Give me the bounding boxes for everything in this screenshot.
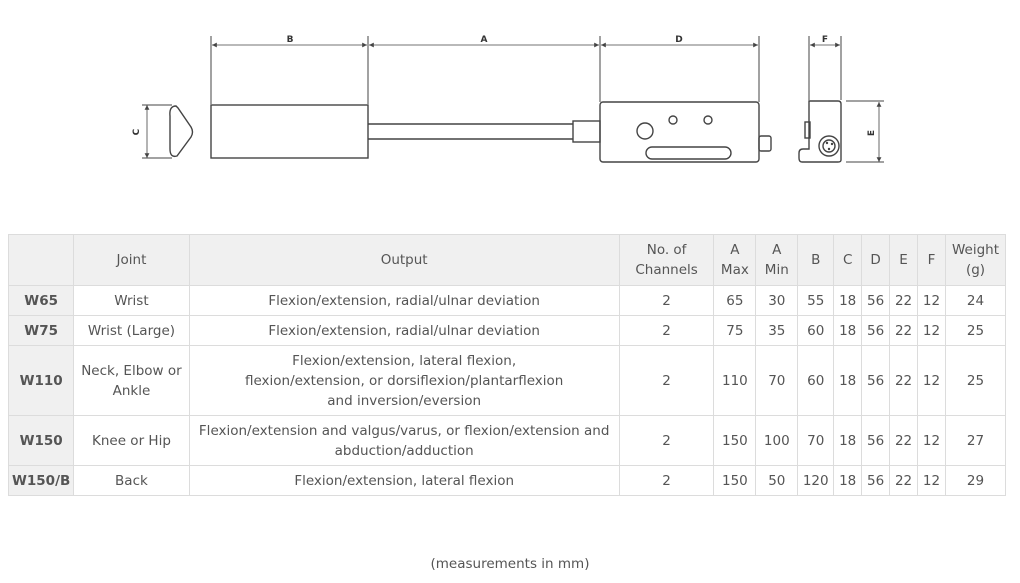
table-row: W75 Wrist (Large) Flexion/extension, rad…	[7, 315, 1006, 346]
a-min-cell: 30	[755, 285, 799, 316]
b-cell: 60	[797, 345, 835, 416]
output-cell: Flexion/extension and valgus/varus, or f…	[188, 415, 620, 466]
e-cell: 22	[889, 345, 919, 416]
e-cell: 22	[889, 315, 919, 346]
d-cell: 56	[861, 415, 891, 466]
header-d: D	[861, 234, 891, 286]
output-cell: Flexion/extension, radial/ulnar deviatio…	[188, 315, 620, 346]
a-max-cell: 150	[713, 465, 757, 496]
channels-cell: 2	[618, 315, 715, 346]
d-cell: 56	[861, 345, 891, 416]
dim-e-label: E	[867, 130, 877, 136]
c-cell: 18	[833, 315, 863, 346]
header-a-max: A Max	[713, 234, 757, 286]
header-c: C	[833, 234, 863, 286]
dim-d-label: D	[675, 35, 682, 45]
specification-table: Joint Output No. of Channels A Max A Min…	[7, 234, 1006, 496]
header-model	[7, 234, 75, 286]
table-row: W65 Wrist Flexion/extension, radial/ulna…	[7, 285, 1006, 316]
table-row: W150/B Back Flexion/extension, lateral f…	[7, 465, 1006, 496]
a-min-cell: 50	[755, 465, 799, 496]
cable-collar	[572, 120, 601, 143]
e-cell: 22	[889, 465, 919, 496]
table-row: W110 Neck, Elbow or Ankle Flexion/extens…	[7, 345, 1006, 416]
header-weight: Weight (g)	[945, 234, 1006, 286]
a-max-cell: 65	[713, 285, 757, 316]
header-b: B	[797, 234, 835, 286]
e-cell: 22	[889, 415, 919, 466]
joint-cell: Back	[73, 465, 190, 496]
f-cell: 12	[917, 285, 946, 316]
weight-cell: 29	[945, 465, 1006, 496]
c-cell: 18	[833, 415, 863, 466]
model-cell: W110	[7, 345, 75, 416]
b-cell: 55	[797, 285, 835, 316]
b-cell: 120	[797, 465, 835, 496]
f-cell: 12	[917, 345, 946, 416]
joint-cell: Knee or Hip	[73, 415, 190, 466]
main-body	[599, 101, 760, 163]
sensor-dimension-diagram: B A D F C E	[132, 35, 884, 163]
channels-cell: 2	[618, 415, 715, 466]
d-cell: 56	[861, 285, 891, 316]
header-e: E	[889, 234, 919, 286]
header-joint: Joint	[73, 234, 190, 286]
d-cell: 56	[861, 315, 891, 346]
output-cell: Flexion/extension, lateral flexion	[188, 465, 620, 496]
channels-cell: 2	[618, 285, 715, 316]
joint-cell: Wrist	[73, 285, 190, 316]
a-min-cell: 70	[755, 345, 799, 416]
header-output: Output	[188, 234, 620, 286]
weight-cell: 24	[945, 285, 1006, 316]
dim-f-label: F	[822, 35, 828, 45]
weight-cell: 25	[945, 315, 1006, 346]
f-cell: 12	[917, 465, 946, 496]
output-cell: Flexion/extension, lateral flexion, flex…	[188, 345, 620, 416]
f-cell: 12	[917, 415, 946, 466]
b-cell: 70	[797, 415, 835, 466]
weight-cell: 25	[945, 345, 1006, 416]
table-row: W150 Knee or Hip Flexion/extension and v…	[7, 415, 1006, 466]
model-cell: W75	[7, 315, 75, 346]
dim-b-label: B	[287, 35, 294, 45]
model-cell: W150	[7, 415, 75, 466]
channels-cell: 2	[618, 345, 715, 416]
a-min-cell: 35	[755, 315, 799, 346]
a-min-cell: 100	[755, 415, 799, 466]
c-cell: 18	[833, 285, 863, 316]
model-cell: W150/B	[7, 465, 75, 496]
dim-a-label: A	[481, 35, 488, 45]
a-max-cell: 150	[713, 415, 757, 466]
output-cell: Flexion/extension, radial/ulnar deviatio…	[188, 285, 620, 316]
header-f: F	[917, 234, 946, 286]
end-block	[210, 104, 369, 159]
e-cell: 22	[889, 285, 919, 316]
header-a-min: A Min	[755, 234, 799, 286]
joint-cell: Neck, Elbow or Ankle	[73, 345, 190, 416]
side-view-body	[798, 100, 842, 163]
measurement-footnote: (measurements in mm)	[430, 556, 590, 572]
joint-cell: Wrist (Large)	[73, 315, 190, 346]
b-cell: 60	[797, 315, 835, 346]
table-header-row: Joint Output No. of Channels A Max A Min…	[7, 234, 1006, 286]
a-max-cell: 75	[713, 315, 757, 346]
a-max-cell: 110	[713, 345, 757, 416]
c-cell: 18	[833, 345, 863, 416]
header-channels: No. of Channels	[618, 234, 715, 286]
dim-c-label: C	[132, 128, 142, 135]
f-cell: 12	[917, 315, 946, 346]
end-cap-profile	[169, 105, 194, 158]
d-cell: 56	[861, 465, 891, 496]
model-cell: W65	[7, 285, 75, 316]
c-cell: 18	[833, 465, 863, 496]
channels-cell: 2	[618, 465, 715, 496]
weight-cell: 27	[945, 415, 1006, 466]
